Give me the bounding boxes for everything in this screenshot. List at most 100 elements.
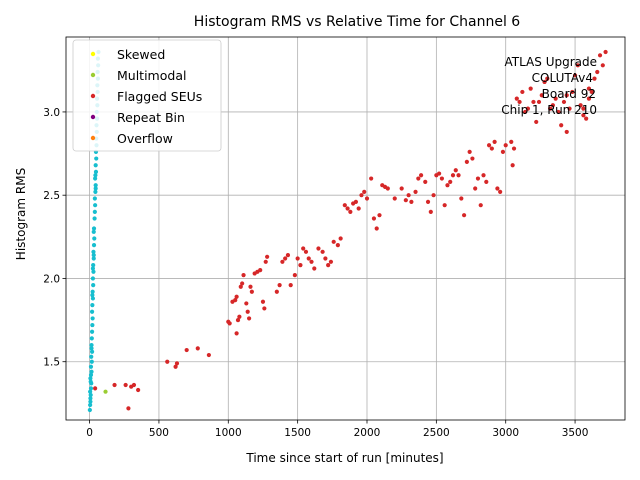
data-point (328, 259, 334, 264)
data-point (470, 156, 475, 161)
data-point (235, 317, 241, 323)
data-point (88, 372, 94, 378)
data-point (500, 149, 506, 154)
data-point (353, 199, 359, 204)
data-point (392, 196, 397, 201)
data-point (237, 314, 242, 319)
data-point (320, 249, 325, 254)
data-point (309, 259, 314, 264)
x-tick-label: 0 (86, 427, 93, 439)
data-point (195, 346, 200, 351)
data-point (342, 203, 347, 208)
data-point (90, 322, 95, 328)
data-point (575, 63, 580, 68)
x-axis-label: Time since start of run [minutes] (245, 451, 443, 465)
data-point (567, 106, 572, 111)
data-point (509, 139, 514, 145)
data-point (578, 103, 583, 108)
data-point (91, 269, 96, 274)
data-point (399, 186, 404, 191)
data-point (461, 213, 467, 218)
data-point (534, 119, 539, 125)
data-point (93, 173, 98, 178)
data-point (103, 389, 108, 394)
data-point (467, 149, 472, 154)
data-point (91, 249, 96, 254)
data-point (503, 143, 508, 148)
data-point (93, 163, 98, 168)
data-point (249, 289, 254, 294)
data-point (478, 203, 483, 208)
data-point (93, 189, 98, 194)
data-point (88, 386, 94, 391)
data-point (581, 106, 586, 111)
data-point (536, 99, 542, 105)
data-point (306, 256, 311, 261)
data-point (245, 309, 250, 314)
data-point (445, 183, 450, 188)
data-point (92, 216, 97, 221)
data-point (439, 176, 445, 181)
legend-box (72, 39, 222, 152)
plot-area-frame (65, 36, 626, 421)
data-point (88, 364, 94, 369)
data-point (265, 254, 270, 259)
data-point (570, 89, 575, 95)
data-point (481, 173, 486, 178)
data-point (600, 63, 605, 68)
data-point (374, 226, 379, 231)
data-point (244, 301, 249, 306)
data-point (597, 53, 603, 58)
data-point (362, 189, 367, 194)
data-point (88, 389, 93, 394)
x-tick-label: 2500 (423, 427, 450, 439)
data-point (464, 159, 469, 164)
data-point (542, 79, 547, 85)
data-point (406, 193, 411, 198)
data-point (90, 266, 96, 271)
data-point (556, 109, 561, 115)
data-point (448, 179, 453, 184)
data-point (586, 96, 592, 101)
data-point (234, 331, 239, 336)
x-tick-label: 1000 (215, 427, 242, 439)
data-point (88, 392, 93, 398)
data-point (206, 352, 211, 358)
x-tick-label: 3000 (492, 427, 519, 439)
data-point (91, 243, 97, 248)
x-tick-label: 500 (149, 427, 169, 439)
data-point (238, 284, 243, 289)
data-point (603, 49, 608, 55)
data-point (91, 256, 96, 261)
data-point (248, 284, 253, 289)
data-point (348, 209, 353, 214)
chart-title: Histogram RMS vs Relative Time for Chann… (194, 14, 520, 30)
data-point (260, 299, 266, 304)
data-point (437, 171, 442, 176)
legend-marker (90, 93, 96, 99)
data-point (489, 146, 494, 151)
data-point (584, 116, 589, 121)
data-point (89, 369, 94, 374)
data-point (123, 382, 128, 388)
data-point (303, 249, 309, 254)
x-tick-label: 3500 (562, 427, 589, 439)
annotation-text-block: ATLAS Upgrade COLUTAv4 Board 92 Chip 1, … (501, 55, 597, 117)
data-point (88, 399, 93, 404)
x-tick-label: 2000 (354, 427, 381, 439)
axis-ticks: 0 500 1000 1500 2000 2500 3000 3500 1.5 2.0 2.5 3.0 (43, 107, 588, 439)
data-point (87, 407, 92, 413)
data-point (495, 186, 500, 191)
data-point (91, 263, 96, 268)
data-point (88, 396, 93, 401)
data-point (280, 259, 285, 264)
data-point (92, 209, 97, 214)
legend-marker (90, 51, 96, 57)
data-point (423, 179, 428, 184)
data-point (553, 96, 558, 101)
data-point (233, 298, 238, 303)
data-point (425, 199, 431, 204)
data-point (517, 99, 522, 105)
data-point (364, 196, 370, 201)
data-point (416, 176, 421, 181)
